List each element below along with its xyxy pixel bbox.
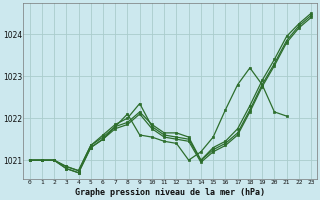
X-axis label: Graphe pression niveau de la mer (hPa): Graphe pression niveau de la mer (hPa) [75, 188, 265, 197]
